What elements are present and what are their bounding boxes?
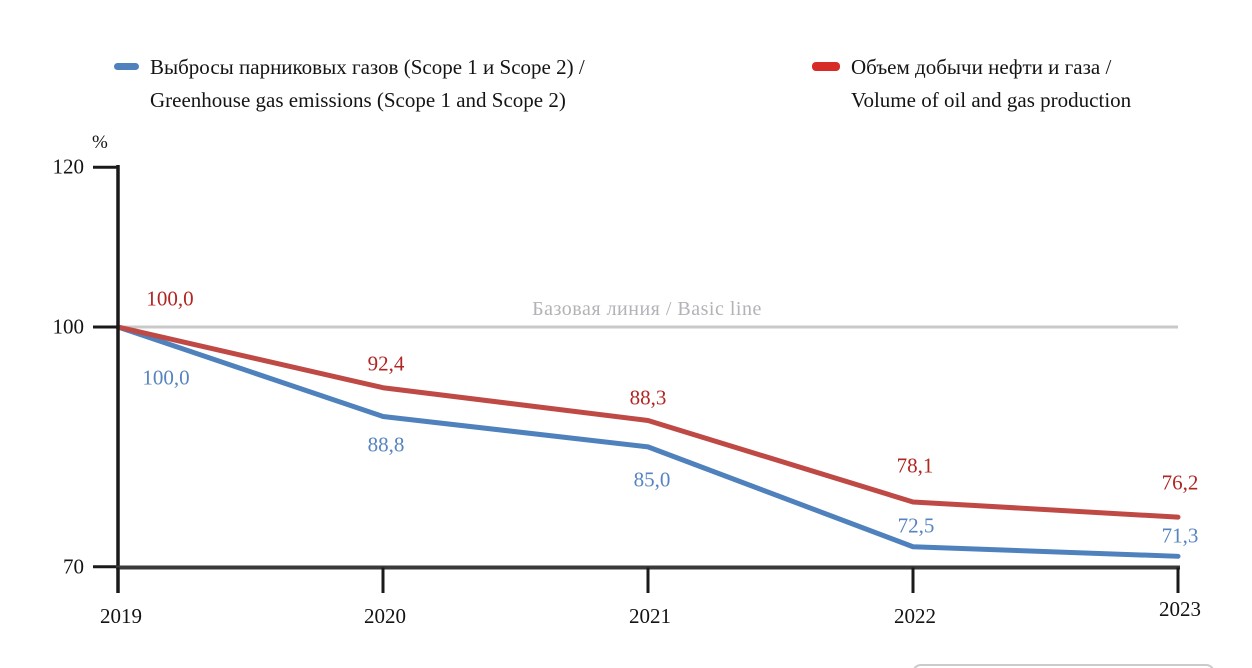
data-label-s0-2020: 88,8 bbox=[367, 432, 405, 457]
y-axis-unit-label: % bbox=[92, 132, 108, 153]
data-label-s1-2020: 92,4 bbox=[367, 351, 405, 376]
data-label-s0-2023: 71,3 bbox=[1161, 523, 1199, 548]
y-tick-label-100: 100 bbox=[52, 314, 85, 339]
series-line-1 bbox=[115, 324, 1181, 520]
legend-label-emissions-line1: Выбросы парниковых газов (Scope 1 и Scop… bbox=[150, 55, 585, 79]
x-tick-label-2023: 2023 bbox=[1159, 597, 1201, 621]
x-tick-label-2020: 2020 bbox=[364, 604, 406, 628]
legend-label-production-line2: Volume of oil and gas production bbox=[851, 88, 1132, 112]
legend-marker-production bbox=[812, 62, 840, 71]
y-tick-label-120: 120 bbox=[52, 154, 85, 179]
legend-marker-emissions bbox=[114, 63, 139, 70]
legend-label-production-line1: Объем добычи нефти и газа / bbox=[851, 55, 1112, 79]
x-tick-label-2019: 2019 bbox=[100, 604, 142, 628]
legend-label-production: Объем добычи нефти и газа / Volume of oi… bbox=[851, 51, 1131, 117]
data-label-s1-2022: 78,1 bbox=[896, 453, 934, 478]
data-label-s1-2021: 88,3 bbox=[629, 385, 667, 410]
data-label-s1-2023: 76,2 bbox=[1161, 470, 1199, 495]
y-tick-label-70: 70 bbox=[63, 554, 84, 579]
partial-bottom-control[interactable] bbox=[912, 664, 1215, 668]
x-tick-label-2022: 2022 bbox=[894, 604, 936, 628]
data-label-s1-2019: 100,0 bbox=[146, 286, 194, 311]
baseline-annotation: Базовая линия / Basic line bbox=[532, 298, 762, 320]
data-label-s0-2022: 72,5 bbox=[897, 513, 935, 538]
series-line-0 bbox=[115, 324, 1181, 559]
legend-label-emissions-line2: Greenhouse gas emissions (Scope 1 and Sc… bbox=[150, 88, 566, 112]
legend-label-emissions: Выбросы парниковых газов (Scope 1 и Scop… bbox=[150, 51, 585, 117]
x-tick-label-2021: 2021 bbox=[629, 604, 671, 628]
data-label-s0-2019: 100,0 bbox=[142, 365, 190, 390]
data-label-s0-2021: 85,0 bbox=[633, 467, 671, 492]
